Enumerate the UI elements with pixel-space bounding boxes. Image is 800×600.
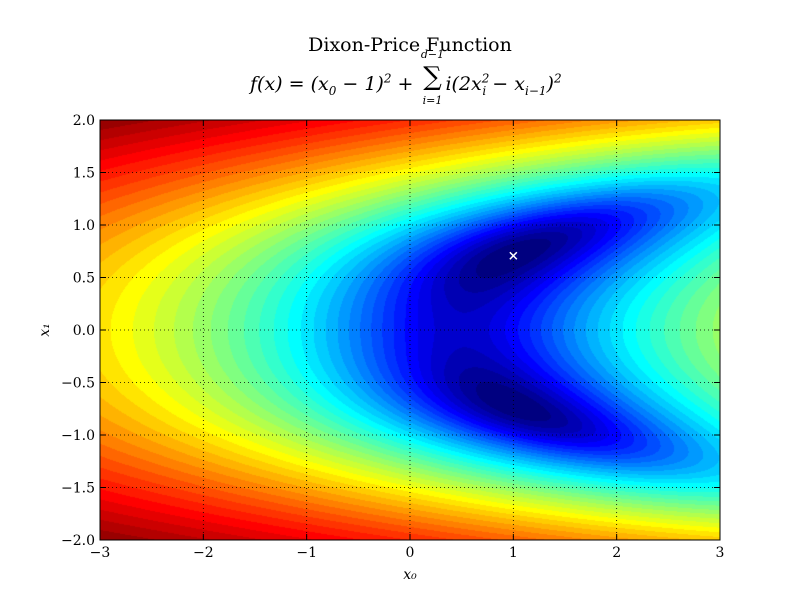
y-tick-label: −1.0: [61, 428, 95, 444]
y-tick-label: −1.5: [61, 481, 95, 497]
chart-title: Dixon-Price Function: [308, 34, 512, 56]
y-axis-label: x₁: [37, 323, 53, 337]
x-tick-label: 3: [716, 545, 725, 561]
x-tick-label: −3: [90, 545, 111, 561]
x-tick-label: 1: [509, 545, 518, 561]
y-tick-label: 1.5: [73, 166, 95, 182]
y-tick-label: 0.5: [73, 271, 95, 287]
minimum-marker-stroke: [509, 251, 518, 260]
x-tick-label: 2: [612, 545, 621, 561]
chart-subtitle-formula: f(x) = (x0 − 1)2 + d−1 ∑ i=1 i(2x2i − xi−1)…: [250, 48, 562, 107]
x-tick-label: 0: [406, 545, 415, 561]
x-tick-label: −1: [296, 545, 317, 561]
y-tick-label: 2.0: [73, 113, 95, 129]
y-tick-label: −2.0: [61, 533, 95, 549]
y-tick-label: 1.0: [73, 218, 95, 234]
x-tick-label: −2: [193, 545, 214, 561]
y-tick-label: 0.0: [73, 323, 95, 339]
y-tick-label: −0.5: [61, 376, 95, 392]
x-axis-label: x₀: [403, 567, 417, 583]
minimum-marker: [509, 251, 518, 260]
